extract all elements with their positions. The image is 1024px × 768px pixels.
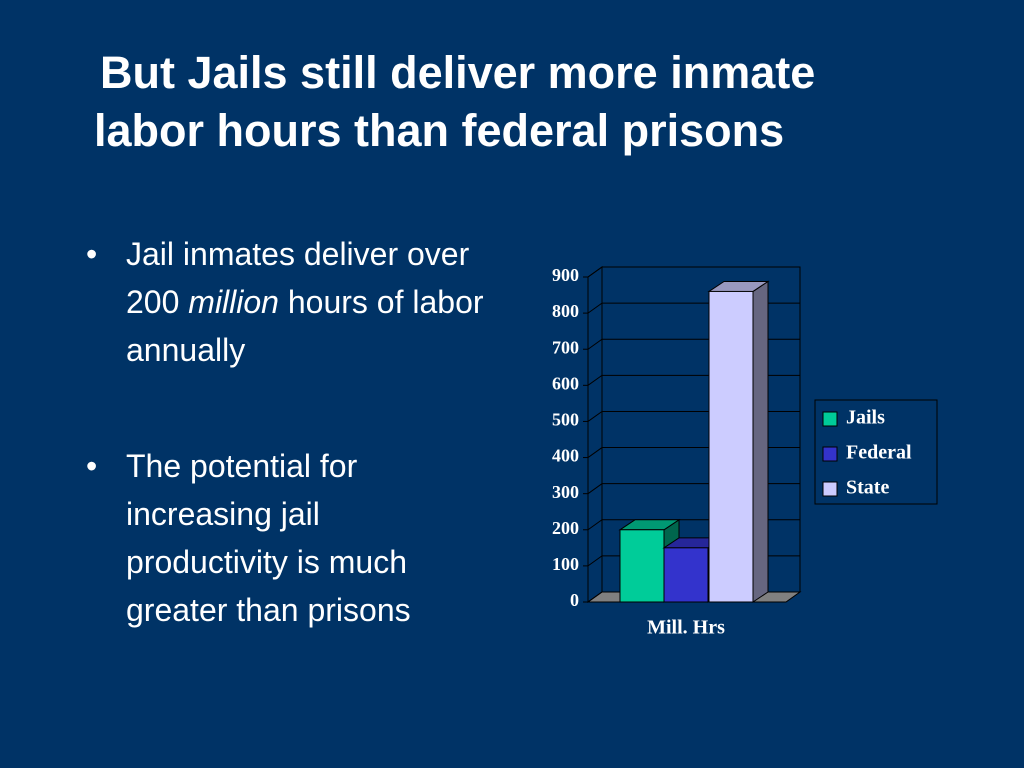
bar: [663, 547, 709, 603]
legend-label: State: [846, 477, 889, 499]
bar: [708, 290, 754, 603]
y-tick-label: 200: [552, 518, 579, 538]
y-tick-label: 400: [552, 446, 579, 466]
slide-title: But Jails still deliver more inmate labo…: [94, 44, 980, 160]
bullet-list: Jail inmates deliver over 200 million ho…: [86, 230, 486, 702]
x-tick-label: Mill. Hrs: [647, 617, 725, 639]
grid-line: [587, 266, 800, 278]
y-tick-label: 500: [552, 410, 579, 430]
legend-swatch: [822, 411, 838, 427]
legend-swatch: [822, 481, 838, 497]
bullet-text: hours of labor annually: [126, 284, 484, 368]
y-tick-label: 600: [552, 373, 579, 393]
side-wall: [587, 266, 603, 603]
y-tick-label: 700: [552, 337, 579, 357]
bullet-text: Jail inmates deliver over 200: [126, 236, 470, 320]
legend-label: Federal: [846, 442, 912, 464]
title-line: labor hours than federal prisons: [94, 105, 785, 156]
y-tick-label: 0: [570, 590, 579, 610]
y-tick-label: 900: [552, 265, 579, 285]
bar-side: [752, 280, 769, 603]
bullet-text: The potential for increasing jail produc…: [126, 448, 411, 628]
y-tick-label: 300: [552, 482, 579, 502]
legend-label: Jails: [846, 407, 885, 429]
bullet: Jail inmates deliver over 200 million ho…: [86, 230, 486, 374]
y-tick-label: 800: [552, 301, 579, 321]
bullet: The potential for increasing jail produc…: [86, 442, 486, 634]
y-tick-label: 100: [552, 554, 579, 574]
title-line: But Jails still deliver more inmate: [100, 47, 816, 98]
bullet-text-italic: million: [188, 284, 279, 320]
bar: [619, 529, 665, 603]
legend-swatch: [822, 446, 838, 462]
